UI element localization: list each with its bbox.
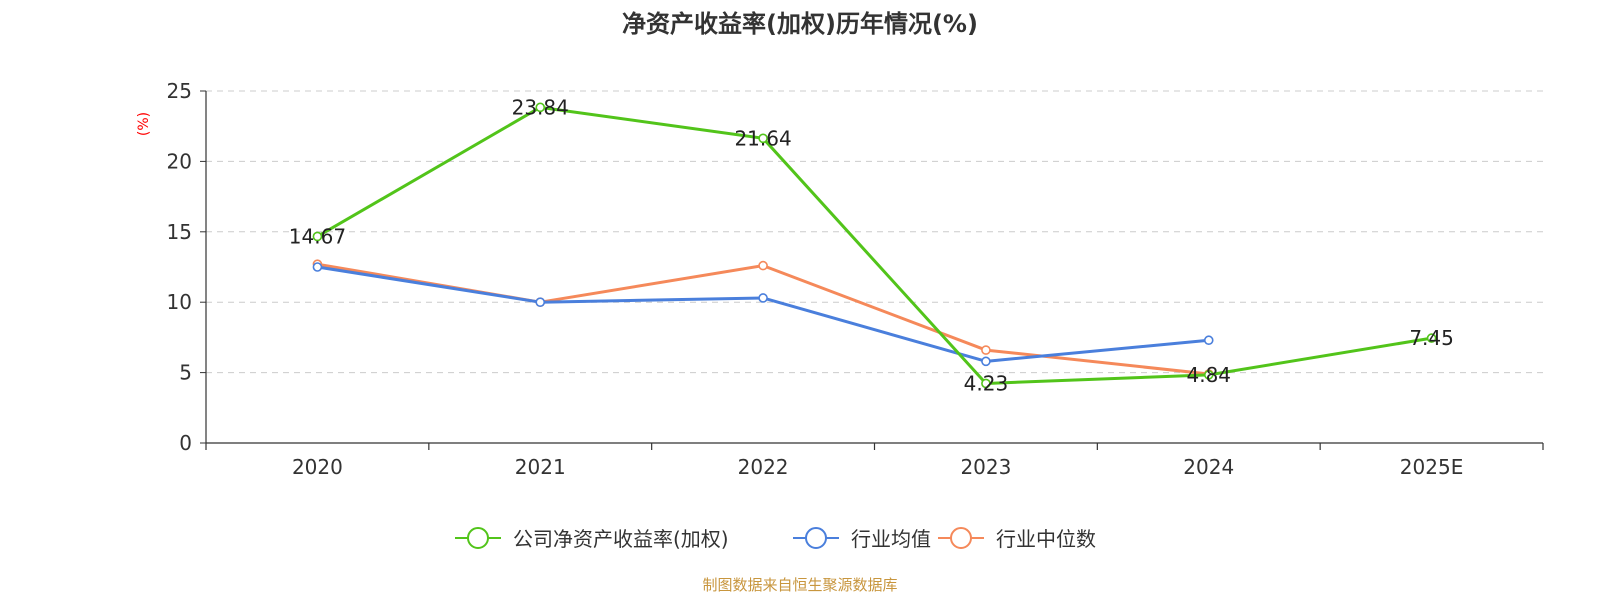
data-point-industry_avg [535,297,546,308]
legend-marker-industry_median [950,527,972,549]
series-line-industry_median [317,262,1209,376]
data-point-industry_avg [1203,335,1214,346]
y-tick-label: 5 [179,361,192,385]
y-axis-label: (%) [136,112,152,136]
data-point-company [535,102,546,113]
chart-title: 净资产收益率(加权)历年情况(%) [622,10,978,38]
data-point-industry_median [758,260,768,271]
y-tick-label: 20 [167,149,192,173]
y-tick-label: 15 [167,220,192,244]
data-point-company [312,231,323,242]
legend-marker-company [467,527,489,549]
data-point-company [758,133,768,144]
data-point-industry_avg [981,356,991,367]
series-line-company [316,105,1432,385]
legend-label-company: 公司净资产收益率(加权) [513,527,729,551]
legend: 公司净资产收益率(加权) 行业均值 行业中位数 [455,527,1096,551]
legend-label-industry_avg: 行业均值 [851,527,931,551]
y-tick-label: 10 [167,290,192,314]
source-note: 制图数据来自恒生聚源数据库 [702,576,897,594]
data-label-company: 4.23 [964,371,1009,395]
y-tick-label: 0 [179,431,192,455]
data-label-company: 21.64 [734,126,791,150]
data-label-company: 7.45 [1409,326,1454,350]
x-tick-label: 2022 [738,455,789,479]
data-label-company: 23.84 [512,95,569,119]
data-label-company: 4.84 [1186,363,1231,387]
legend-label-industry_median: 行业中位数 [996,527,1096,551]
data-point-company [1203,370,1214,380]
data-point-company [981,378,991,389]
y-tick-label: 25 [167,79,192,103]
axes: 0 5 10 15 20 25 2020 2021 2022 2023 2024 2025E [167,79,1544,479]
series-lines [312,102,1437,389]
x-tick-label: 2023 [960,455,1011,479]
data-point-industry_avg [312,262,323,272]
x-tick-label: 2024 [1183,455,1234,479]
x-tick-label: 2025E [1400,455,1464,479]
legend-marker-industry_avg [805,527,827,549]
data-point-industry_median [981,345,991,355]
data-labels: 14.67 23.84 21.64 4.23 4.84 7.45 [289,95,1454,395]
data-point-company [1426,333,1437,343]
data-point-industry_avg [758,293,768,303]
x-tick-label: 2021 [515,455,566,479]
x-tick-label: 2020 [292,455,343,479]
grid-lines [206,90,1543,374]
data-label-company: 14.67 [289,224,346,248]
series-line-industry_avg [317,265,1209,363]
